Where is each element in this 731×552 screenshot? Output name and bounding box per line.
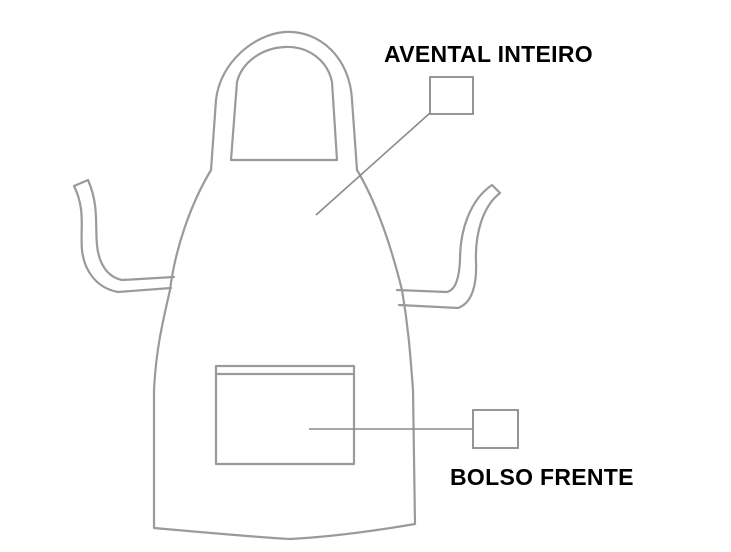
front-pocket-marker-box (472, 409, 519, 449)
front-pocket (214, 364, 356, 466)
neck-strap-outer (209, 30, 359, 172)
apron-body (152, 168, 417, 541)
front-pocket-callout (309, 409, 519, 449)
neck-opening (229, 45, 339, 162)
front-pocket-label: BOLSO FRENTE (450, 464, 634, 490)
whole-apron-label: AVENTAL INTEIRO (384, 41, 593, 67)
whole-apron-marker-box (429, 76, 474, 115)
whole-apron-leader-line (315, 112, 431, 216)
right-waist-tie (395, 183, 502, 310)
left-waist-tie (72, 178, 176, 294)
whole-apron-callout (315, 76, 474, 216)
apron-illustration (72, 30, 502, 541)
